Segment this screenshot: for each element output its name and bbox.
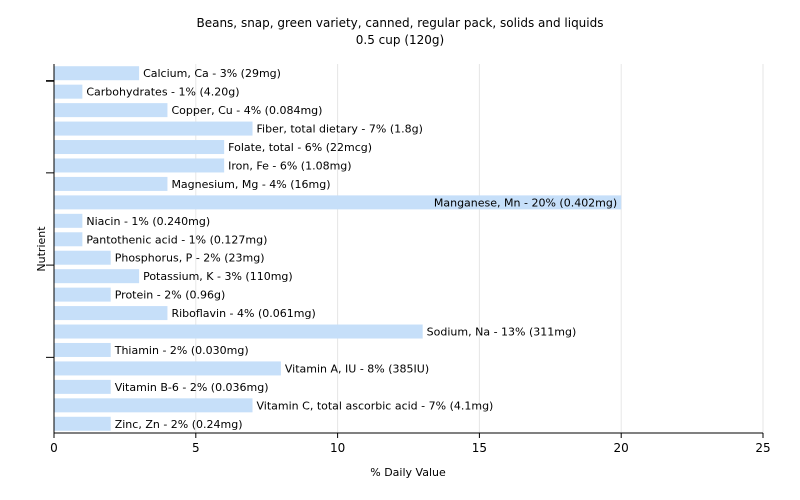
bar-label-10: Phosphorus, P - 2% (23mg) [115,252,265,265]
bar-label-5: Iron, Fe - 6% (1.08mg) [228,159,351,172]
bar-label-11: Potassium, K - 3% (110mg) [143,270,293,283]
bar-label-8: Niacin - 1% (0.240mg) [86,215,210,228]
x-tick-label-25: 25 [755,441,770,455]
bar-label-18: Vitamin C, total ascorbic acid - 7% (4.1… [257,399,494,412]
x-tick-label-5: 5 [192,441,200,455]
bar-16 [54,361,281,376]
chart-title: Beans, snap, green variety, canned, regu… [196,16,603,30]
bar-label-16: Vitamin A, IU - 8% (385IU) [285,362,429,375]
bar-label-14: Sodium, Na - 13% (311mg) [427,326,577,339]
bar-14 [54,324,423,339]
bar-10 [54,250,111,265]
bar-label-6: Magnesium, Mg - 4% (16mg) [171,178,330,191]
bar-8 [54,213,83,228]
gridlines [195,64,764,433]
x-tick-label-10: 10 [330,441,345,455]
bars: Calcium, Ca - 3% (29mg) Carbohydrates - 1… [54,66,622,431]
bar-label-9: Pantothenic acid - 1% (0.127mg) [86,233,267,246]
bar-0 [54,66,140,81]
x-tick-label-0: 0 [50,441,58,455]
bar-12 [54,287,111,302]
bar-4 [54,140,225,155]
bar-label-17: Vitamin B-6 - 2% (0.036mg) [115,381,269,394]
bar-5 [54,158,225,173]
bar-1 [54,84,83,99]
bar-label-3: Fiber, total dietary - 7% (1.8g) [257,123,423,136]
bar-11 [54,269,140,284]
bar-19 [54,416,111,431]
x-axis-label: % Daily Value [370,466,446,479]
bar-13 [54,306,168,321]
chart-subtitle: 0.5 cup (120g) [356,33,444,47]
bar-7 [54,195,622,210]
bar-label-19: Zinc, Zn - 2% (0.24mg) [115,418,243,431]
bar-3 [54,121,253,136]
bar-label-15: Thiamin - 2% (0.030mg) [114,344,249,357]
bar-15 [54,342,111,357]
x-tick-label-15: 15 [472,441,487,455]
bar-label-13: Riboflavin - 4% (0.061mg) [171,307,315,320]
bar-label-2: Copper, Cu - 4% (0.084mg) [171,104,322,117]
bar-label-1: Carbohydrates - 1% (4.20g) [86,86,239,99]
axes: 0 5 10 15 20 25 [46,64,771,455]
bar-label-12: Protein - 2% (0.96g) [115,289,226,302]
bar-2 [54,103,168,118]
bar-17 [54,379,111,394]
bar-label-7: Manganese, Mn - 20% (0.402mg) [434,196,617,209]
bar-label-0: Calcium, Ca - 3% (29mg) [143,67,281,80]
bar-9 [54,232,83,247]
bar-6 [54,176,168,191]
x-tick-label-20: 20 [614,441,629,455]
y-axis-label: Nutrient [35,226,48,272]
bar-label-4: Folate, total - 6% (22mcg) [228,141,372,154]
bar-18 [54,398,253,413]
